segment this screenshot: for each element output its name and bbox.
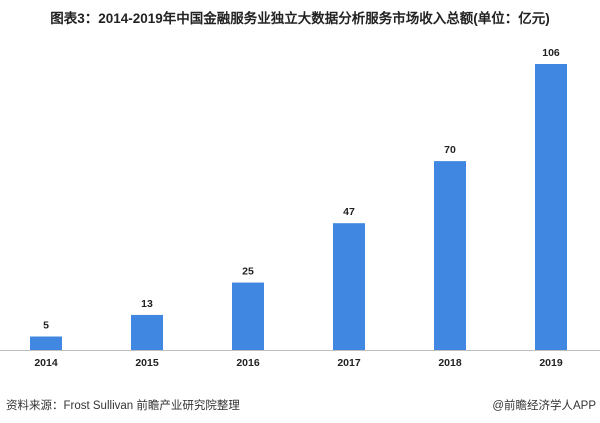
bar-2014: [30, 336, 62, 350]
x-tick-label: 2018: [438, 357, 462, 369]
data-label: 70: [444, 144, 456, 156]
bar-2019: [535, 64, 567, 350]
source-note: 资料来源：Frost Sullivan 前瞻产业研究院整理: [6, 400, 240, 412]
bar-2015: [131, 314, 163, 350]
data-label: 25: [242, 266, 254, 278]
x-tick-label: 2014: [34, 357, 58, 369]
data-label: 47: [343, 206, 355, 218]
data-label: 13: [141, 298, 153, 310]
data-label: 106: [542, 47, 560, 59]
bar-2018: [434, 161, 466, 350]
bar-2016: [232, 282, 264, 350]
x-tick-label: 2016: [236, 357, 260, 369]
data-label: 5: [43, 320, 49, 332]
x-tick-label: 2019: [539, 357, 563, 369]
bar-2017: [333, 223, 365, 350]
x-tick-label: 2017: [337, 357, 361, 369]
brand-credit: @前瞻经济学人APP: [492, 400, 596, 412]
chart-title: 图表3：2014-2019年中国金融服务业独立大数据分析服务市场收入总额(单位：…: [50, 11, 550, 26]
bar-chart: 5 2014 13 2015 25 2016 47 2017 70 2018 106 2019: [0, 47, 600, 369]
x-tick-label: 2015: [135, 357, 159, 369]
